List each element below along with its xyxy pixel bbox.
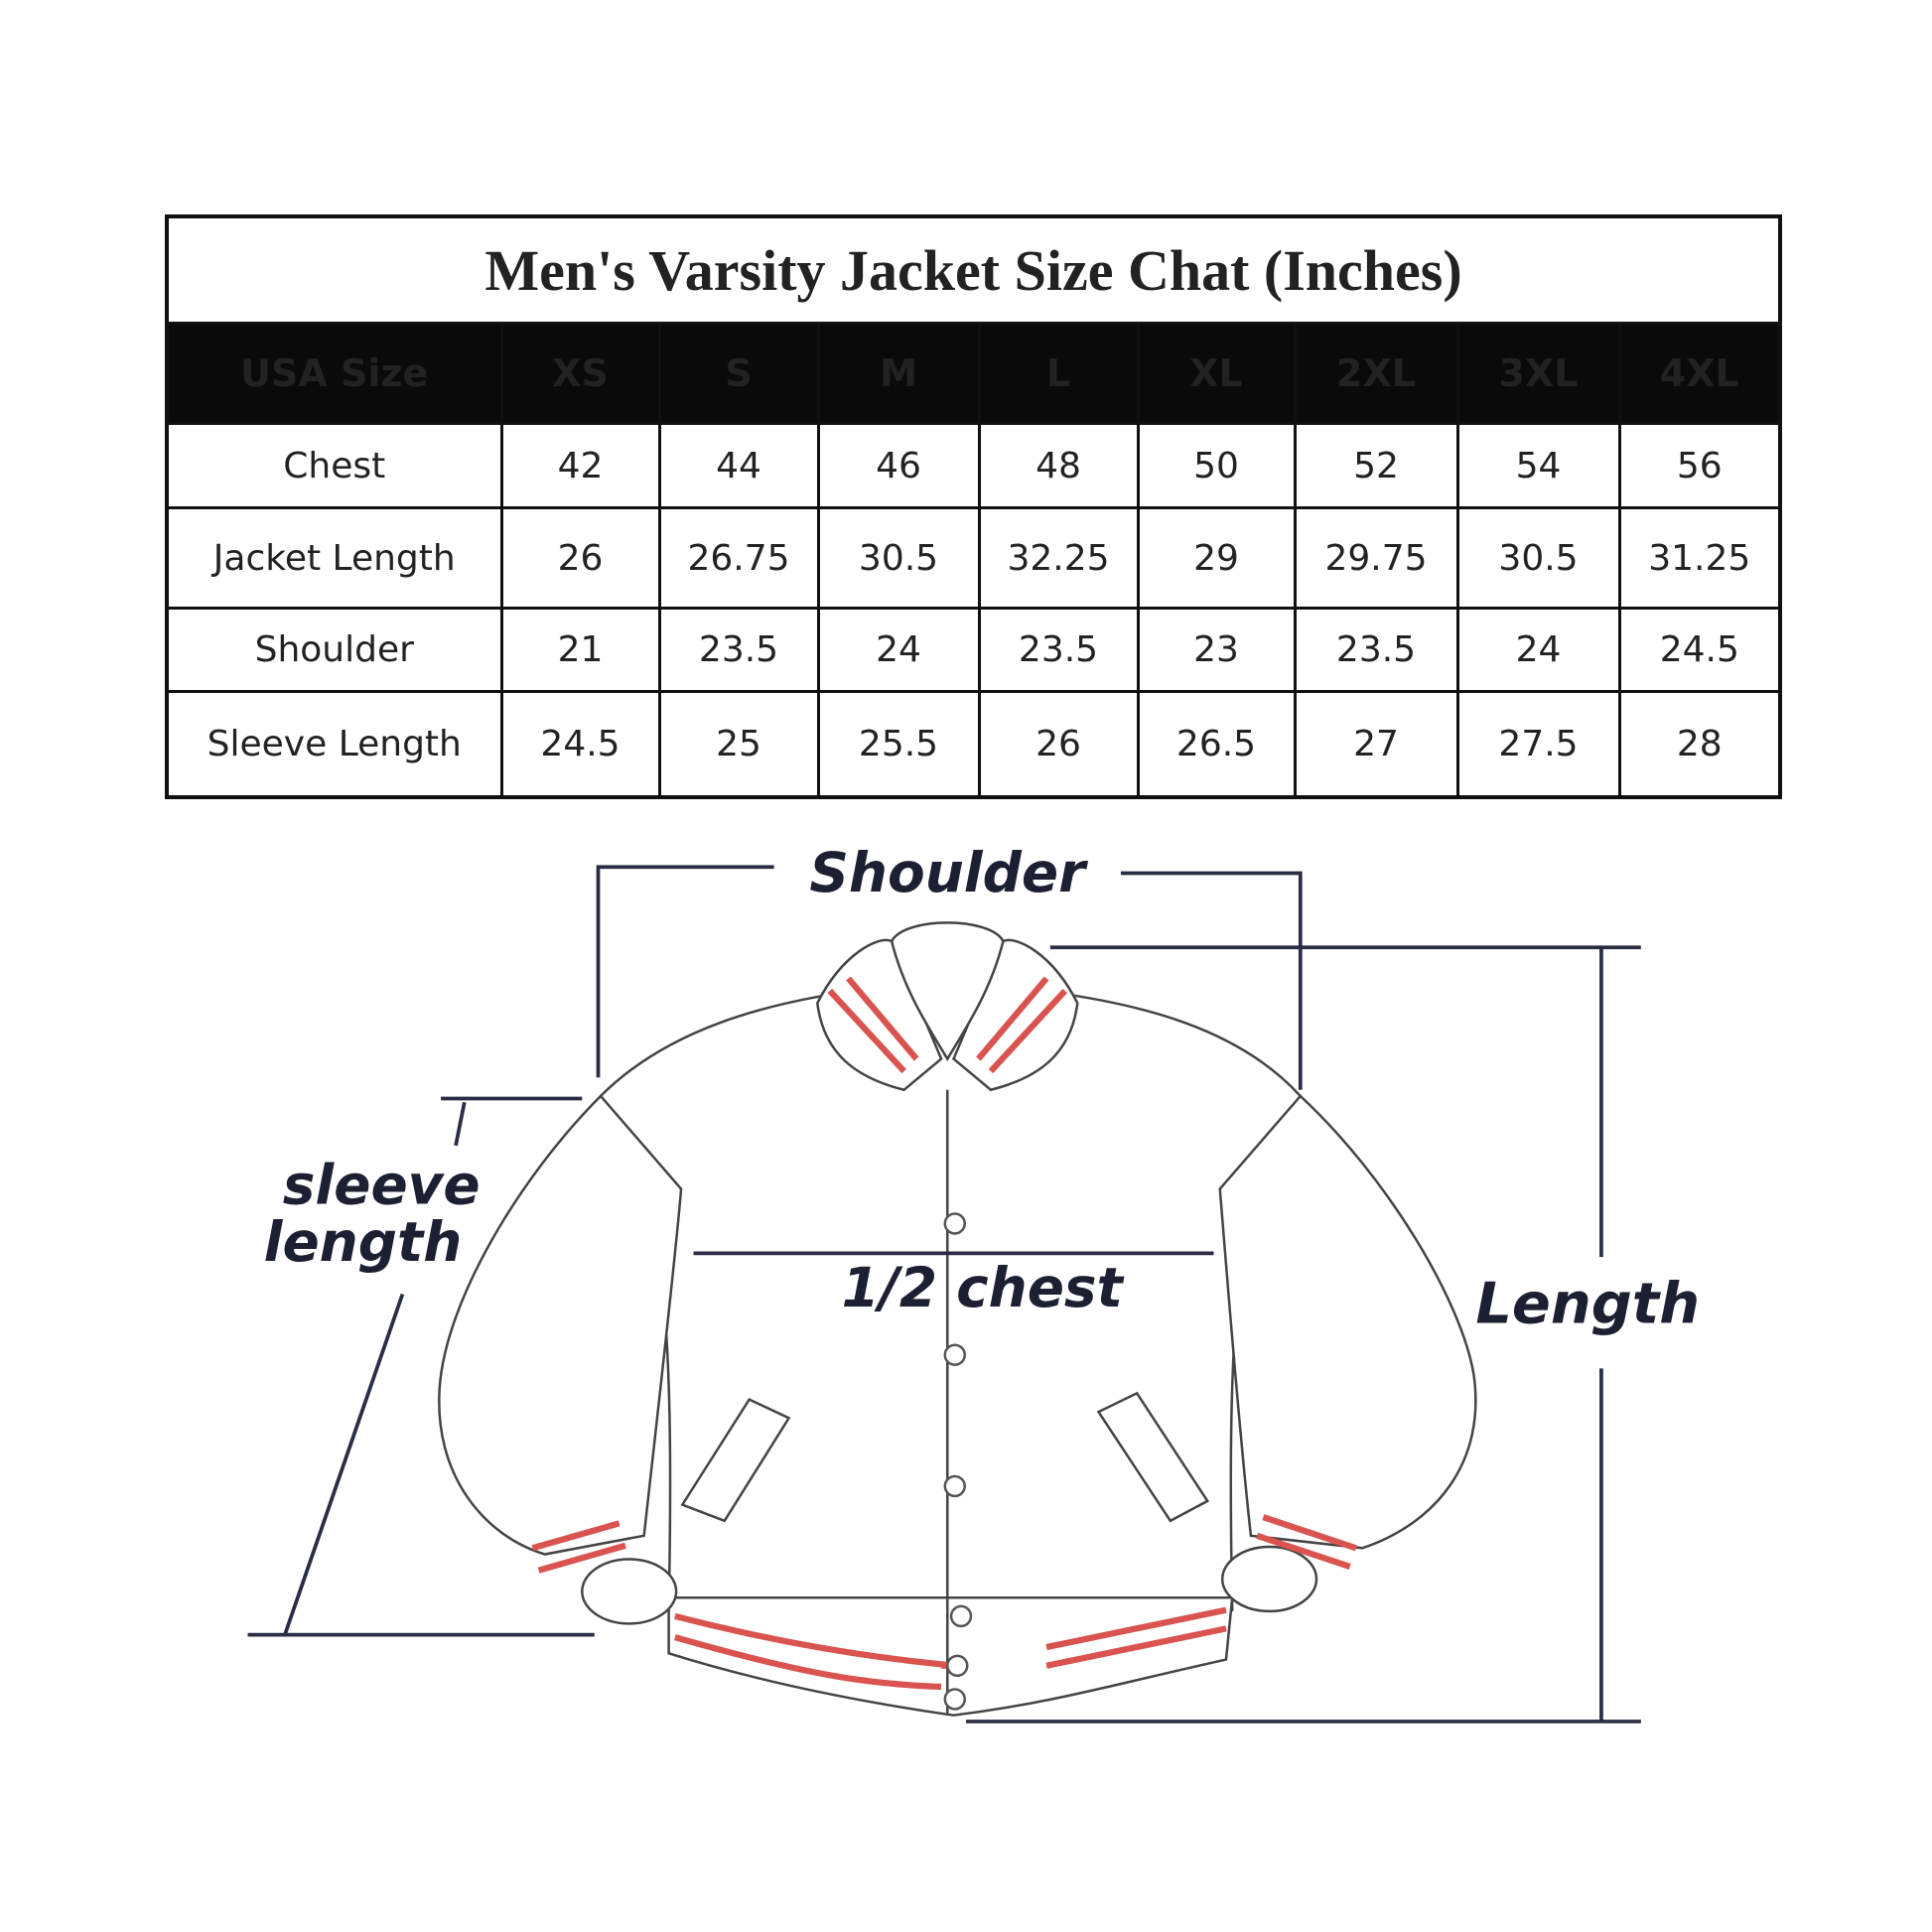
row-label: Sleeve Length xyxy=(165,690,503,799)
length-label: Length xyxy=(1475,1270,1700,1336)
cell: 26 xyxy=(977,690,1140,799)
row-label: Shoulder xyxy=(165,607,503,693)
header-row: USA Size XS S M L XL 2XL 3XL 4XL xyxy=(165,322,1782,425)
header-cell: XS xyxy=(499,322,661,425)
cell: 23.5 xyxy=(977,607,1140,693)
cell: 42 xyxy=(499,422,661,509)
cell: 24.5 xyxy=(499,690,661,799)
cell: 52 xyxy=(1293,422,1459,509)
cell: 26.5 xyxy=(1136,690,1297,799)
cell: 27.5 xyxy=(1455,690,1621,799)
cell: 28 xyxy=(1617,690,1782,799)
header-cell: S xyxy=(657,322,820,425)
header-cell: 2XL xyxy=(1293,322,1459,425)
sleeve-label-line1: sleeve xyxy=(283,1154,481,1217)
cell: 30.5 xyxy=(816,506,981,610)
chart-title: Men's Varsity Jacket Size Chat (Inches) xyxy=(165,214,1782,325)
table-row-shoulder: Shoulder 21 23.5 24 23.5 23 23.5 24 24.5 xyxy=(165,607,1782,693)
cell: 24.5 xyxy=(1617,607,1782,693)
table-row-chest: Chest 42 44 46 48 50 52 54 56 xyxy=(165,422,1782,509)
chest-label: 1/2 chest xyxy=(842,1256,1125,1319)
row-label: Jacket Length xyxy=(165,506,503,610)
header-cell: 4XL xyxy=(1617,322,1782,425)
cell: 24 xyxy=(816,607,981,693)
snap-buttons xyxy=(943,1212,973,1711)
cell: 24 xyxy=(1455,607,1621,693)
cell: 27 xyxy=(1293,690,1459,799)
measurement-lines xyxy=(247,865,1641,1724)
cell: 25.5 xyxy=(816,690,981,799)
cell: 56 xyxy=(1617,422,1782,509)
jacket-illustration xyxy=(438,921,1477,1717)
header-cell: L xyxy=(977,322,1140,425)
cell: 46 xyxy=(816,422,981,509)
cell: 48 xyxy=(977,422,1140,509)
table-row-jacket-length: Jacket Length 26 26.75 30.5 32.25 29 29.75 30.5… xyxy=(165,506,1782,610)
cell: 21 xyxy=(499,607,661,693)
cell: 31.25 xyxy=(1617,506,1782,610)
rib-stripes xyxy=(531,976,1357,1691)
cell: 23.5 xyxy=(657,607,820,693)
cell: 26.75 xyxy=(657,506,820,610)
cell: 23 xyxy=(1136,607,1297,693)
sleeve-label-line2: length xyxy=(264,1210,463,1274)
header-cell: 3XL xyxy=(1455,322,1621,425)
cell: 32.25 xyxy=(977,506,1140,610)
cell: 50 xyxy=(1136,422,1297,509)
cell: 29 xyxy=(1136,506,1297,610)
cell: 25 xyxy=(657,690,820,799)
cell: 23.5 xyxy=(1293,607,1459,693)
cell: 44 xyxy=(657,422,820,509)
cell: 30.5 xyxy=(1455,506,1621,610)
row-label: Chest xyxy=(165,422,503,509)
table-row-sleeve-length: Sleeve Length 24.5 25 25.5 26 26.5 27 27.5 28 xyxy=(165,690,1782,799)
cell: 29.75 xyxy=(1293,506,1459,610)
header-cell: USA Size xyxy=(165,322,503,425)
header-cell: XL xyxy=(1136,322,1297,425)
cell: 26 xyxy=(499,506,661,610)
size-chart-table: Men's Varsity Jacket Size Chat (Inches) … xyxy=(165,214,1783,799)
cell: 54 xyxy=(1455,422,1621,509)
header-cell: M xyxy=(816,322,981,425)
shoulder-label: Shoulder xyxy=(809,841,1088,904)
